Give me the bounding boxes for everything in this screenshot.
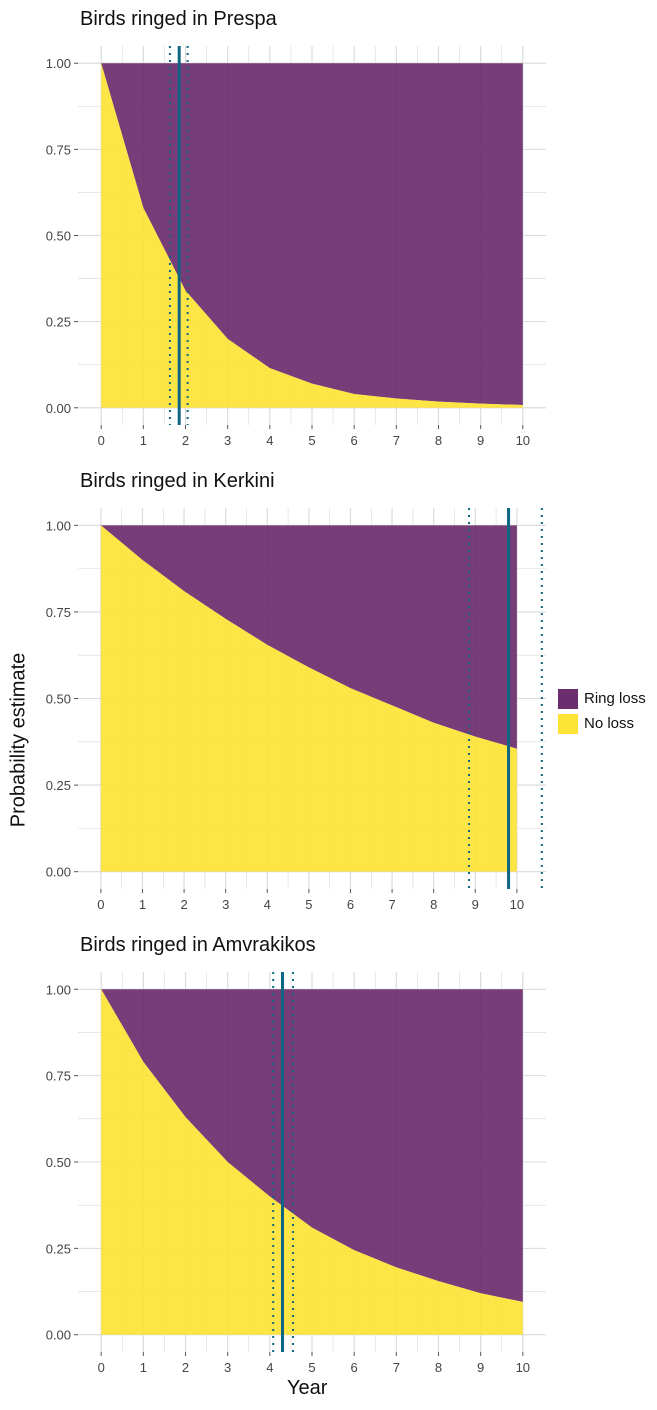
x-tick-label: 5 [308,1360,315,1375]
x-tick-label: 2 [182,433,189,448]
ring-loss-area [101,63,523,406]
x-tick-label: 1 [139,897,146,912]
x-tick-label: 0 [97,897,104,912]
y-tick-label: 1.00 [46,56,71,71]
x-tick-label: 7 [393,1360,400,1375]
legend-swatch-ring-loss [558,688,578,709]
y-tick-label: 0.50 [46,229,71,244]
y-tick-label: 0.50 [46,1155,71,1170]
y-tick-label: 1.00 [46,982,71,997]
x-tick-label: 0 [98,433,105,448]
y-tick-label: 0.75 [46,142,71,157]
x-tick-label: 3 [222,897,229,912]
x-tick-label: 10 [516,1360,530,1375]
x-tick-label: 4 [266,433,273,448]
x-tick-label: 8 [430,897,437,912]
y-tick-label: 0.25 [46,315,71,330]
no-loss-area [101,63,523,408]
no-loss-area [100,525,517,872]
x-tick-label: 9 [472,897,479,912]
x-tick-label: 0 [98,1360,105,1375]
x-tick-label: 10 [510,897,524,912]
legend-item-ring-loss: Ring loss [558,686,646,711]
x-tick-label: 8 [435,433,442,448]
legend-item-no-loss: No loss [558,711,646,736]
x-tick-label: 6 [351,433,358,448]
y-tick-label: 0.00 [46,401,71,416]
legend-label-no-loss: No loss [584,715,635,732]
x-tick-label: 9 [477,1360,484,1375]
legend-label-ring-loss: Ring loss [584,690,646,707]
panel-title-amvrakikos: Birds ringed in Amvrakikos [80,934,316,956]
y-tick-label: 0.00 [46,1328,71,1343]
x-tick-label: 3 [224,433,231,448]
panel-title-prespa: Birds ringed in Prespa [80,8,277,30]
legend: Ring loss No loss [558,686,646,736]
panel-title-kerkini: Birds ringed in Kerkini [80,470,275,492]
x-tick-label: 6 [347,897,354,912]
x-tick-label: 6 [351,1360,358,1375]
x-tick-label: 8 [435,1360,442,1375]
x-tick-label: 2 [182,1360,189,1375]
y-tick-label: 0.25 [46,778,71,793]
x-tick-label: 5 [308,433,315,448]
legend-swatch-no-loss [558,713,578,734]
y-tick-label: 0.75 [46,605,71,620]
x-tick-label: 7 [393,433,400,448]
no-loss-area [101,989,523,1335]
x-tick-label: 1 [140,433,147,448]
x-tick-label: 5 [305,897,312,912]
x-tick-label: 2 [180,897,187,912]
x-tick-label: 9 [477,433,484,448]
x-tick-label: 7 [388,897,395,912]
x-tick-label: 10 [516,433,530,448]
y-tick-label: 0.75 [46,1069,71,1084]
x-axis-label: Year [287,1377,328,1399]
y-axis-label-container: Probability estimate [4,653,34,828]
x-tick-label: 1 [140,1360,147,1375]
y-tick-label: 0.00 [46,865,71,880]
y-tick-label: 1.00 [46,518,71,533]
ring-loss-area [101,989,523,1302]
y-tick-label: 0.50 [46,692,71,707]
y-axis-label: Probability estimate [7,652,30,828]
x-tick-label: 4 [266,1360,273,1375]
ring-loss-area [100,525,517,749]
y-tick-label: 0.25 [46,1241,71,1256]
x-tick-label: 3 [224,1360,231,1375]
x-tick-label: 4 [264,897,271,912]
